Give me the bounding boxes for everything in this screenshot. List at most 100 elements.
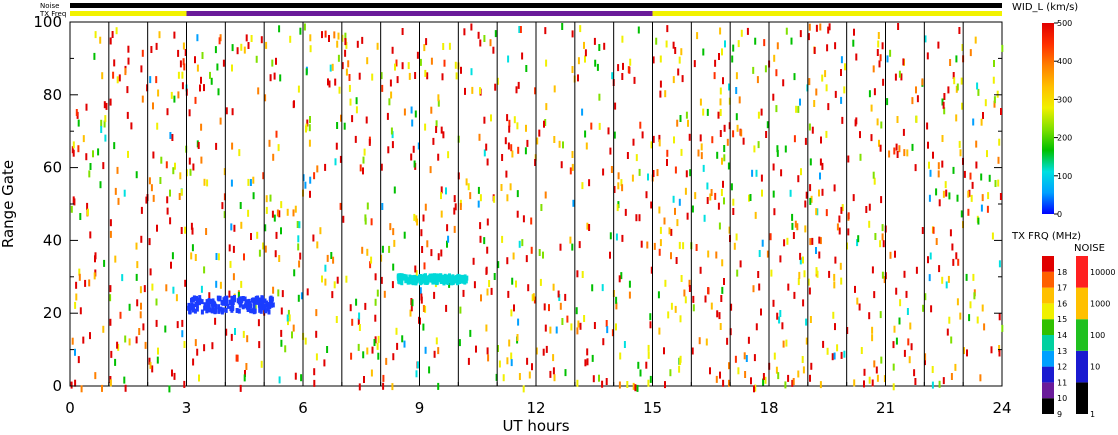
echo-point	[924, 35, 927, 43]
echo-point	[831, 353, 834, 361]
noise-tick-label: 1	[1090, 410, 1095, 419]
y-tick-label: 100	[33, 13, 62, 31]
cluster-point	[397, 277, 401, 283]
txfreq-color-swatch	[1042, 271, 1054, 288]
echo-point	[225, 328, 228, 336]
echo-point	[598, 44, 601, 51]
echo-point	[552, 283, 555, 291]
echo-point	[335, 142, 338, 150]
echo-point	[92, 150, 94, 158]
echo-point	[344, 49, 347, 57]
echo-point	[300, 292, 303, 300]
echo-point	[655, 37, 658, 45]
cluster-point	[453, 275, 457, 281]
echo-point	[77, 145, 80, 153]
cluster-point	[208, 307, 211, 313]
echo-point	[969, 301, 972, 309]
echo-point	[721, 286, 724, 294]
echo-point	[296, 221, 299, 228]
echo-point	[135, 273, 138, 281]
echo-point	[370, 369, 373, 377]
echo-point	[797, 278, 800, 286]
echo-point	[700, 143, 703, 151]
echo-point	[126, 111, 129, 119]
echo-point	[391, 141, 394, 149]
echo-point	[755, 323, 758, 331]
noise-color-swatch	[1076, 382, 1088, 414]
echo-point	[359, 164, 362, 172]
echo-point	[517, 81, 520, 89]
x-tick-label: 6	[298, 399, 308, 417]
echo-point	[277, 289, 280, 297]
cluster-point	[269, 295, 273, 301]
echo-point	[943, 93, 946, 100]
echo-point	[173, 95, 176, 103]
echo-point	[682, 242, 685, 250]
echo-point	[581, 108, 584, 116]
echo-point	[382, 382, 385, 390]
echo-point	[130, 122, 133, 130]
echo-point	[816, 208, 819, 216]
echo-point	[792, 378, 795, 385]
echo-point	[819, 381, 822, 389]
echo-point	[115, 27, 118, 35]
echo-point	[772, 93, 775, 101]
echo-point	[731, 55, 734, 63]
echo-point	[486, 347, 489, 355]
echo-point	[174, 162, 176, 170]
echo-point	[200, 156, 203, 164]
echo-point	[981, 304, 984, 312]
echo-point	[713, 72, 716, 80]
cluster-point	[212, 300, 216, 306]
echo-point	[293, 100, 295, 108]
echo-point	[899, 299, 902, 307]
echo-point	[924, 293, 927, 301]
cluster-point	[270, 302, 274, 308]
echo-point	[177, 91, 180, 99]
echo-point	[144, 341, 147, 349]
echo-point	[487, 354, 490, 362]
echo-point	[495, 373, 498, 381]
cluster-point	[237, 308, 241, 314]
echo-point	[256, 231, 259, 239]
echo-point	[121, 274, 124, 282]
echo-point	[581, 182, 584, 190]
echo-point	[840, 351, 843, 359]
echo-point	[961, 44, 964, 51]
cluster-point	[428, 273, 432, 279]
echo-point	[585, 142, 588, 150]
echo-point	[437, 382, 440, 390]
echo-point	[109, 294, 112, 302]
echo-point	[232, 245, 235, 253]
echo-point	[679, 315, 682, 323]
echo-point	[78, 273, 81, 281]
echo-point	[576, 327, 579, 335]
echo-point	[453, 195, 456, 203]
echo-point	[486, 288, 489, 296]
echo-point	[151, 365, 154, 373]
echo-point	[898, 317, 901, 325]
echo-point	[972, 273, 975, 281]
echo-point	[104, 115, 107, 123]
echo-point	[927, 141, 929, 149]
echo-point	[260, 36, 263, 44]
echo-point	[483, 35, 486, 42]
txfreq-color-swatch	[1042, 256, 1054, 272]
echo-point	[336, 122, 339, 129]
echo-point	[374, 336, 377, 344]
echo-point	[796, 223, 799, 231]
echo-point	[401, 28, 404, 35]
echo-point	[348, 74, 351, 81]
echo-point	[517, 146, 520, 154]
echo-point	[873, 360, 876, 368]
echo-point	[773, 352, 776, 360]
echo-point	[410, 153, 413, 161]
echo-point	[485, 143, 488, 151]
echo-point	[626, 152, 629, 159]
echo-point	[513, 304, 515, 312]
echo-point	[980, 204, 983, 212]
echo-point	[446, 240, 448, 248]
echo-point	[343, 122, 346, 130]
echo-point	[560, 161, 563, 169]
echo-point	[339, 202, 342, 210]
